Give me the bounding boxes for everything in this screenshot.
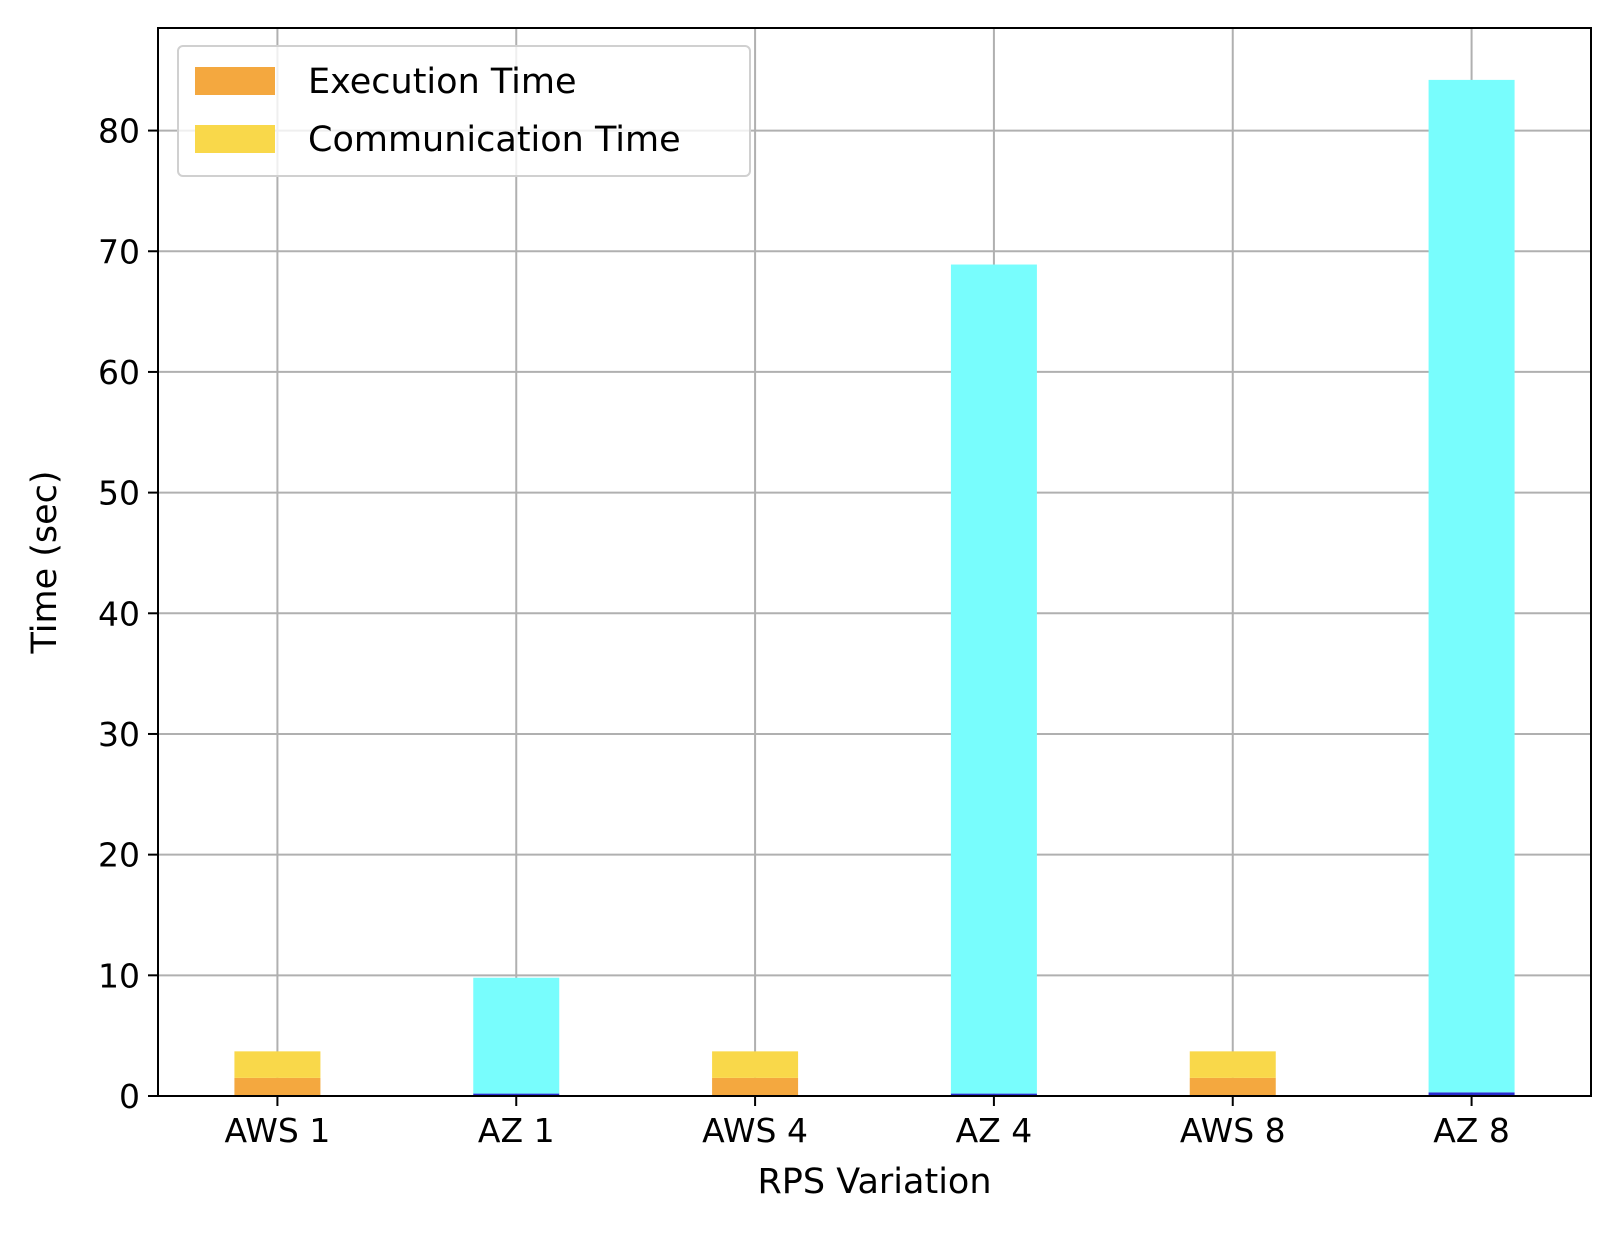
x-tick-label: AZ 8 — [1433, 1111, 1510, 1150]
legend-swatch-execution — [195, 67, 275, 95]
bar-execution — [234, 1077, 321, 1096]
legend-box — [177, 45, 751, 177]
x-tick-label: AZ 4 — [956, 1111, 1033, 1150]
bar-communication — [1189, 1051, 1276, 1078]
bar-execution — [1189, 1077, 1276, 1096]
y-axis-title: Time (sec) — [25, 470, 65, 654]
bar-communication — [950, 264, 1037, 1094]
y-tick-label: 80 — [98, 112, 140, 151]
legend: Execution Time Communication Time — [177, 45, 751, 177]
bar-execution — [950, 1093, 1037, 1096]
legend-label-communication: Communication Time — [308, 120, 681, 160]
x-tick-label: AWS 1 — [224, 1111, 330, 1150]
bar-communication — [473, 977, 560, 1094]
legend-swatch-communication — [195, 125, 275, 153]
ticks: 0 10 20 30 40 50 60 70 80 AWS 1 AZ 1 AWS 4 AZ 4 AWS 8… — [98, 112, 1510, 1150]
bars — [234, 79, 1515, 1096]
y-tick-label: 10 — [98, 956, 140, 995]
x-tick-label: AZ 1 — [478, 1111, 555, 1150]
bar-execution — [1428, 1092, 1515, 1096]
x-axis-title: RPS Variation — [757, 1162, 991, 1202]
bar-execution — [473, 1093, 560, 1096]
x-tick-label: AWS 4 — [702, 1111, 808, 1150]
legend-label-execution: Execution Time — [308, 62, 577, 102]
y-tick-label: 40 — [98, 594, 140, 633]
y-tick-label: 50 — [98, 474, 140, 513]
y-tick-label: 30 — [98, 715, 140, 754]
y-tick-label: 0 — [119, 1077, 140, 1116]
bar-execution — [712, 1077, 799, 1096]
x-tick-label: AWS 8 — [1180, 1111, 1286, 1150]
plot-frame — [157, 27, 1592, 1097]
bar-communication — [712, 1051, 799, 1078]
y-tick-label: 70 — [98, 232, 140, 271]
grid — [158, 28, 1591, 1097]
bar-communication — [1428, 79, 1515, 1093]
y-tick-label: 60 — [98, 353, 140, 392]
bar-communication — [234, 1051, 321, 1078]
y-tick-label: 20 — [98, 836, 140, 875]
